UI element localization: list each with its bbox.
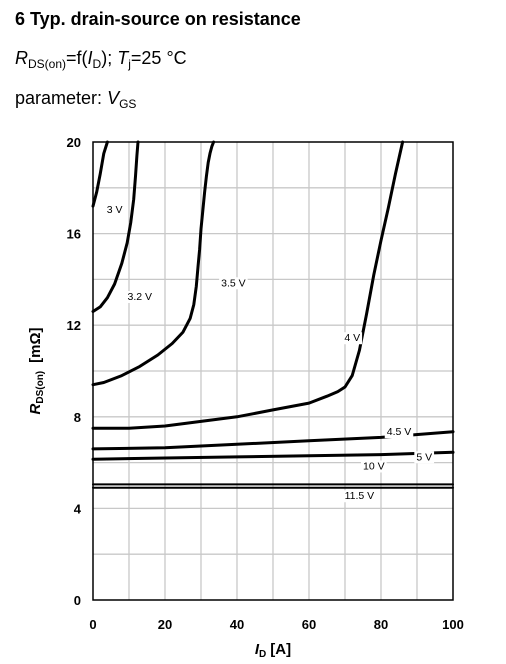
subtitle-t-sub: j xyxy=(128,57,131,71)
subtitle-i-symbol: I xyxy=(87,48,93,68)
chart-subtitle-function: RDS(on)=f(ID); Tj=25 °C xyxy=(15,48,187,71)
x-axis-var: I xyxy=(255,641,260,658)
y-tick-label: 20 xyxy=(67,135,81,150)
x-tick-label: 40 xyxy=(230,617,244,632)
series-line-4-v xyxy=(91,140,405,430)
x-axis-label: ID [A] xyxy=(255,641,291,660)
series-label: 5 V xyxy=(416,451,432,463)
subtitle-temp: =25 °C xyxy=(130,48,187,68)
x-tick-label: 80 xyxy=(374,617,388,632)
plot-frame xyxy=(92,141,454,601)
series-line-3-5-v xyxy=(91,140,216,387)
y-axis-unit: [mΩ] xyxy=(27,328,44,363)
series-label-bg xyxy=(414,451,435,464)
series-label-bg xyxy=(104,203,125,216)
y-tick-label: 0 xyxy=(74,593,81,608)
y-axis-sub: DS(on) xyxy=(35,371,46,404)
subtitle-eq: =f( xyxy=(66,48,88,68)
y-axis-label: RDS(on) [mΩ] xyxy=(27,328,46,415)
x-tick-label: 60 xyxy=(302,617,316,632)
series-label: 3 V xyxy=(107,204,123,216)
series-label: 4.5 V xyxy=(387,426,412,438)
y-tick-label: 16 xyxy=(67,227,81,242)
chart-subtitle-parameter: parameter: VGS xyxy=(15,88,136,111)
series-label: 3.2 V xyxy=(128,291,153,303)
series-label-bg xyxy=(219,277,248,290)
series-label-bg xyxy=(384,426,414,439)
y-axis-var: R xyxy=(27,403,44,414)
subtitle-r-sub: DS(on) xyxy=(28,57,67,71)
series-line-5-v xyxy=(91,450,455,461)
tick-labels: 0 20 40 60 80 100 0 4 8 12 16 20 xyxy=(67,135,464,632)
x-tick-label: 0 xyxy=(89,617,96,632)
series-line-3-v xyxy=(91,140,109,208)
parameter-v-sub: GS xyxy=(119,97,137,111)
series-label-bg xyxy=(342,332,363,345)
parameter-label: parameter: xyxy=(15,88,103,108)
series-line-3-2-v xyxy=(91,140,140,313)
subtitle-close: ); xyxy=(101,48,113,68)
y-tick-label: 4 xyxy=(74,501,82,516)
series-label-bg xyxy=(360,460,387,473)
series-labels: 3 V 3.2 V 3.5 V 4 V 4.5 V 5 V 10 V 11.5 V xyxy=(104,203,435,503)
subtitle-t-symbol: T xyxy=(117,48,129,68)
subtitle-i-sub: D xyxy=(92,57,102,71)
series-label: 4 V xyxy=(344,332,360,344)
series-label: 10 V xyxy=(363,460,385,472)
series-label-bg xyxy=(125,291,155,304)
x-tick-label: 100 xyxy=(442,617,464,632)
grid xyxy=(93,142,453,600)
series-label-bg xyxy=(342,490,377,503)
x-axis-unit: [A] xyxy=(270,641,291,658)
x-axis-sub: D xyxy=(259,649,266,660)
subtitle-r-symbol: R xyxy=(15,48,28,68)
parameter-v-symbol: V xyxy=(107,88,120,108)
chart-title: 6 Typ. drain-source on resistance xyxy=(15,9,301,29)
series-label: 3.5 V xyxy=(221,277,246,289)
y-tick-label: 12 xyxy=(67,318,81,333)
series-label: 11.5 V xyxy=(345,490,375,502)
x-tick-label: 20 xyxy=(158,617,172,632)
y-tick-label: 8 xyxy=(74,410,81,425)
